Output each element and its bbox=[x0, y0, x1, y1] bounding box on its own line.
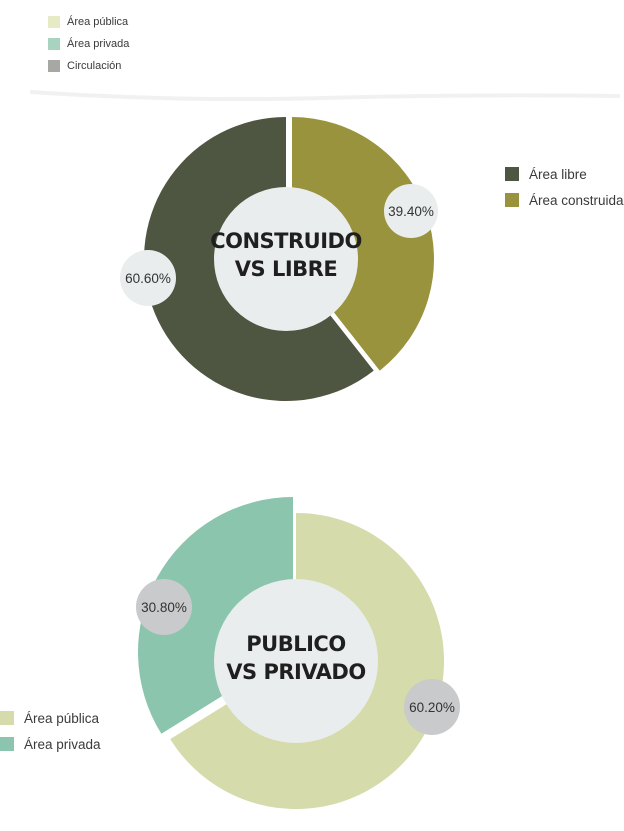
top-legend-item-private: Área privada bbox=[48, 33, 129, 55]
legend-item-built-area: Área construida bbox=[505, 187, 624, 213]
legend-swatch-public-area bbox=[0, 711, 14, 725]
top-legend-item-circulation: Circulación bbox=[48, 55, 129, 77]
center-title-line-1: CONSTRUIDO bbox=[210, 229, 362, 253]
top-legend-label-private: Área privada bbox=[67, 38, 130, 50]
donut-hole bbox=[214, 187, 358, 331]
legend-swatch-built-area bbox=[505, 193, 519, 207]
chart-built-vs-free: CONSTRUIDO VS LIBRE 39.40% 60.60% bbox=[120, 117, 438, 401]
legend-item-private-area: Área privada bbox=[0, 731, 101, 757]
value-bubble-area-construida bbox=[384, 184, 438, 238]
value-label-area-libre: 60.60% bbox=[125, 271, 171, 286]
legend-item-free-area: Área libre bbox=[505, 161, 624, 187]
legend-label-free-area: Área libre bbox=[529, 166, 587, 182]
background-faint-line bbox=[30, 90, 620, 102]
legend-label-private-area: Área privada bbox=[24, 736, 101, 752]
legend-label-public-area: Área pública bbox=[24, 710, 100, 726]
top-legend-swatch-circulation bbox=[48, 60, 60, 72]
center-title-line-2: VS PRIVADO bbox=[226, 660, 365, 684]
legend-label-built-area: Área construida bbox=[529, 192, 624, 208]
value-bubble-area-publica bbox=[404, 679, 460, 735]
legend-swatch-private-area bbox=[0, 737, 14, 751]
legend-item-public-area: Área pública bbox=[0, 705, 101, 731]
chart-public-vs-private: PUBLICO VS PRIVADO 60.20% 30.80% bbox=[136, 496, 460, 809]
donut-hole bbox=[214, 579, 378, 743]
legend-built-vs-free: Área libre Área construida bbox=[505, 161, 624, 213]
top-legend-swatch-private bbox=[48, 38, 60, 50]
center-title-line-1: PUBLICO bbox=[246, 632, 345, 656]
top-legend-label-public: Área pública bbox=[67, 16, 129, 28]
center-title-line-2: VS LIBRE bbox=[235, 257, 337, 281]
value-label-area-construida: 39.40% bbox=[388, 204, 434, 219]
slice-area-construida bbox=[292, 117, 435, 371]
top-legend-swatch-public bbox=[48, 16, 60, 28]
value-label-area-publica: 60.20% bbox=[409, 700, 455, 715]
top-legend-label-circulation: Circulación bbox=[67, 60, 122, 72]
value-bubble-area-privada bbox=[136, 579, 192, 635]
top-legend: Área pública Área privada Circulación bbox=[48, 11, 129, 77]
legend-public-vs-private: Área pública Área privada bbox=[0, 705, 101, 757]
value-label-area-privada: 30.80% bbox=[141, 600, 187, 615]
top-legend-item-public: Área pública bbox=[48, 11, 129, 33]
value-bubble-area-libre bbox=[120, 250, 176, 306]
legend-swatch-free-area bbox=[505, 167, 519, 181]
